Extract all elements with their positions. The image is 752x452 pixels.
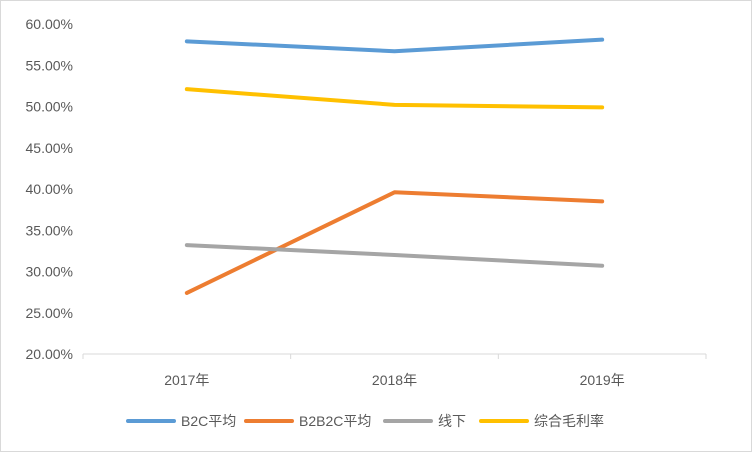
legend-label: B2C平均 <box>181 413 236 429</box>
x-axis: 2017年 2018年 2019年 <box>82 353 707 388</box>
series-line-2 <box>184 243 605 268</box>
y-tick-label: 25.00% <box>26 305 73 321</box>
x-category-label: 2018年 <box>372 372 417 388</box>
y-axis: 20.00% 25.00% 30.00% 35.00% 40.00% 45.00% 50.0… <box>26 16 73 362</box>
series-lines <box>184 37 605 295</box>
x-category-label: 2019年 <box>580 372 625 388</box>
y-tick-label: 55.00% <box>26 57 73 73</box>
series-line-1 <box>184 190 605 295</box>
legend-label: 综合毛利率 <box>534 413 604 429</box>
y-tick-label: 20.00% <box>26 346 73 362</box>
y-tick-label: 50.00% <box>26 99 73 115</box>
legend: B2C平均 B2B2C平均 线下 综合毛利率 <box>126 413 604 429</box>
y-tick-label: 35.00% <box>26 222 73 238</box>
x-category-label: 2017年 <box>164 372 209 388</box>
legend-label: B2B2C平均 <box>299 413 371 429</box>
y-tick-label: 60.00% <box>26 16 73 32</box>
y-tick-label: 30.00% <box>26 264 73 280</box>
y-tick-label: 40.00% <box>26 181 73 197</box>
series-line-3 <box>184 87 605 110</box>
series-line-0 <box>184 37 605 54</box>
legend-label: 线下 <box>438 413 466 429</box>
y-tick-label: 45.00% <box>26 140 73 156</box>
